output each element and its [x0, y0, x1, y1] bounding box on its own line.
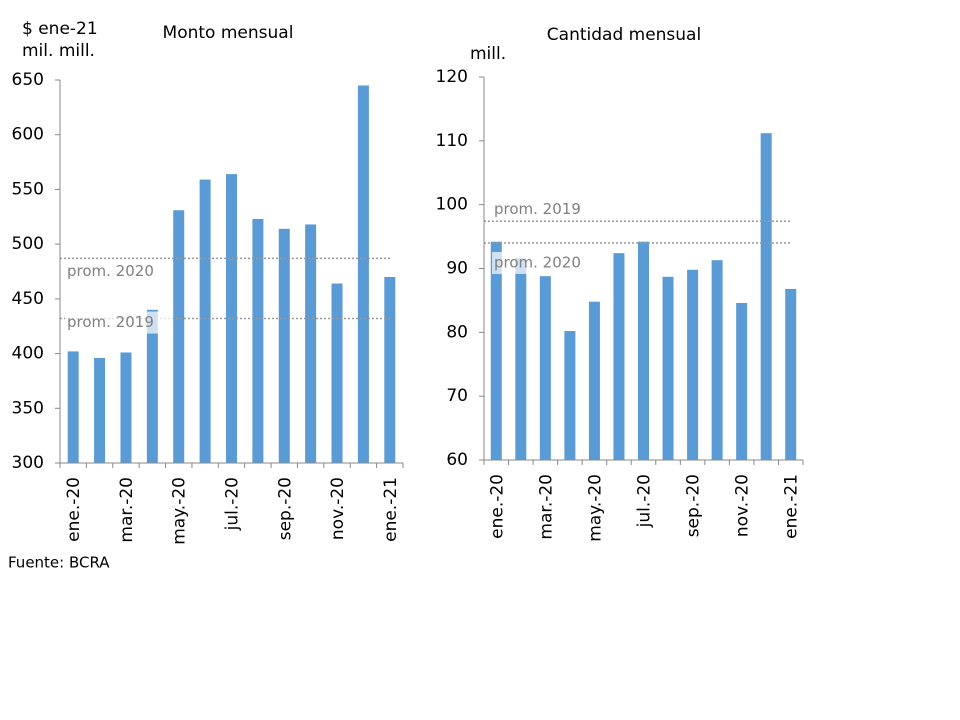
y-tick-label: 350: [12, 398, 44, 418]
x-tick-label: nov.-20: [733, 474, 753, 537]
bar: [711, 260, 723, 460]
x-tick-label: ene.-21: [782, 474, 802, 539]
bar: [252, 218, 264, 463]
x-tick-label: ene.-20: [487, 474, 507, 539]
x-tick-label: ene.-20: [64, 477, 84, 542]
annotation-background: [492, 198, 600, 221]
y-tick-label: 650: [12, 70, 44, 90]
bar: [199, 179, 211, 463]
annotation-background: [492, 251, 600, 274]
bar: [539, 276, 551, 460]
bar: [278, 228, 290, 463]
y-tick-label: 600: [12, 125, 44, 145]
y-tick-label: 400: [12, 344, 44, 364]
y-tick-label: 110: [436, 131, 468, 151]
bar: [94, 357, 106, 463]
y-axis-label: $ ene-21: [22, 19, 98, 39]
y-tick-label: 500: [12, 234, 44, 254]
bar: [173, 210, 185, 463]
y-tick-label: 100: [436, 195, 468, 215]
x-tick-label: jul.-20: [635, 474, 655, 528]
annotation: prom. 2019: [67, 313, 154, 331]
annotation-background: [65, 260, 173, 283]
y-tick-label: 80: [446, 322, 468, 342]
bar: [687, 269, 699, 460]
bar: [226, 174, 237, 463]
bar: [331, 283, 343, 463]
x-tick-label: jul.-20: [223, 477, 243, 531]
x-tick-label: ene.-21: [381, 477, 401, 542]
y-tick-label: 300: [12, 453, 44, 473]
x-tick-label: sep.-20: [275, 477, 295, 540]
bar: [662, 276, 674, 460]
y-axis-label: mill.: [470, 44, 506, 64]
y-tick-label: 70: [446, 386, 468, 406]
x-tick-label: may.-20: [170, 477, 190, 545]
bar: [515, 258, 527, 460]
bar: [146, 309, 158, 463]
bar: [67, 351, 79, 463]
x-tick-label: may.-20: [585, 474, 605, 542]
x-tick-label: mar.-20: [117, 477, 137, 543]
y-axis-label: mil. mill.: [22, 41, 95, 61]
y-tick-label: 90: [446, 259, 468, 279]
chart-title: Monto mensual: [163, 23, 294, 43]
annotation-background: [65, 311, 173, 334]
y-tick-label: 60: [446, 450, 468, 470]
bar: [120, 352, 132, 463]
bar: [564, 331, 576, 460]
x-tick-label: nov.-20: [328, 477, 348, 540]
bar: [490, 241, 502, 460]
bar: [760, 133, 772, 460]
x-tick-label: mar.-20: [536, 474, 556, 540]
annotation: prom. 2019: [494, 200, 581, 218]
bar: [305, 224, 317, 463]
bar: [736, 302, 748, 460]
annotation: prom. 2020: [67, 262, 154, 280]
y-tick-label: 450: [12, 289, 44, 309]
bar: [384, 276, 396, 463]
bar: [613, 253, 625, 460]
bar: [588, 301, 600, 460]
x-tick-label: sep.-20: [684, 474, 704, 537]
y-tick-label: 120: [436, 67, 468, 87]
y-tick-label: 550: [12, 179, 44, 199]
chart-title: Cantidad mensual: [547, 25, 701, 45]
source: Fuente: BCRA: [8, 554, 110, 572]
bar: [357, 85, 369, 463]
bar: [785, 288, 797, 460]
annotation: prom. 2020: [494, 253, 581, 271]
bar: [638, 241, 649, 460]
